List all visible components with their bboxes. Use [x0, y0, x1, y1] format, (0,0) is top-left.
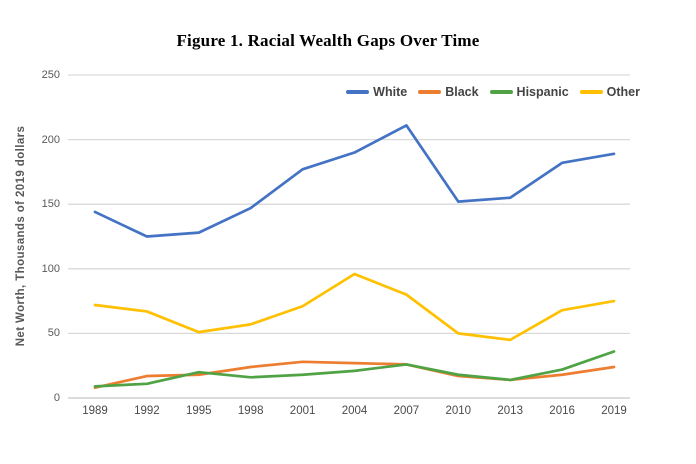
legend-swatch-icon	[418, 90, 442, 94]
series-line-white	[93, 124, 616, 238]
x-tick-label: 2004	[341, 405, 368, 417]
x-tick-label: 2007	[393, 405, 420, 417]
y-tick-label: 100	[41, 262, 60, 275]
y-tick-label: 0	[53, 392, 60, 404]
y-tick-label: 200	[41, 133, 60, 146]
x-tick-label: 2010	[445, 405, 472, 417]
x-tick-label: 1998	[237, 405, 264, 417]
legend-swatch-icon	[346, 90, 370, 94]
legend: White Black Hispanic Other	[0, 84, 640, 100]
legend-item-black: Black	[418, 85, 479, 99]
chart-title: Figure 1. Racial Wealth Gaps Over Time	[176, 31, 480, 50]
legend-item-other: Other	[579, 85, 640, 99]
legend-label: Black	[445, 85, 479, 99]
legend-item-white: White	[346, 85, 407, 99]
series-line-hispanic	[93, 350, 616, 388]
x-tick-label: 1992	[134, 405, 160, 417]
x-tick-label: 2001	[289, 405, 316, 417]
legend-label: White	[373, 85, 408, 99]
legend-swatch-icon	[579, 90, 603, 94]
x-tick-label: 1989	[82, 405, 108, 417]
y-tick-label: 150	[41, 198, 60, 211]
x-tick-label: 2019	[601, 405, 627, 417]
legend-swatch-icon	[489, 90, 513, 94]
y-tick-label: 50	[47, 327, 60, 340]
legend-label: Other	[606, 85, 640, 99]
legend-label: Hispanic	[516, 85, 569, 99]
x-tick-label: 2016	[549, 405, 575, 417]
series-line-other	[93, 272, 616, 342]
x-tick-label: 2013	[497, 405, 523, 417]
legend-item-hispanic: Hispanic	[489, 85, 569, 99]
x-tick-label: 1995	[186, 405, 212, 417]
y-tick-label: 250	[41, 69, 60, 81]
